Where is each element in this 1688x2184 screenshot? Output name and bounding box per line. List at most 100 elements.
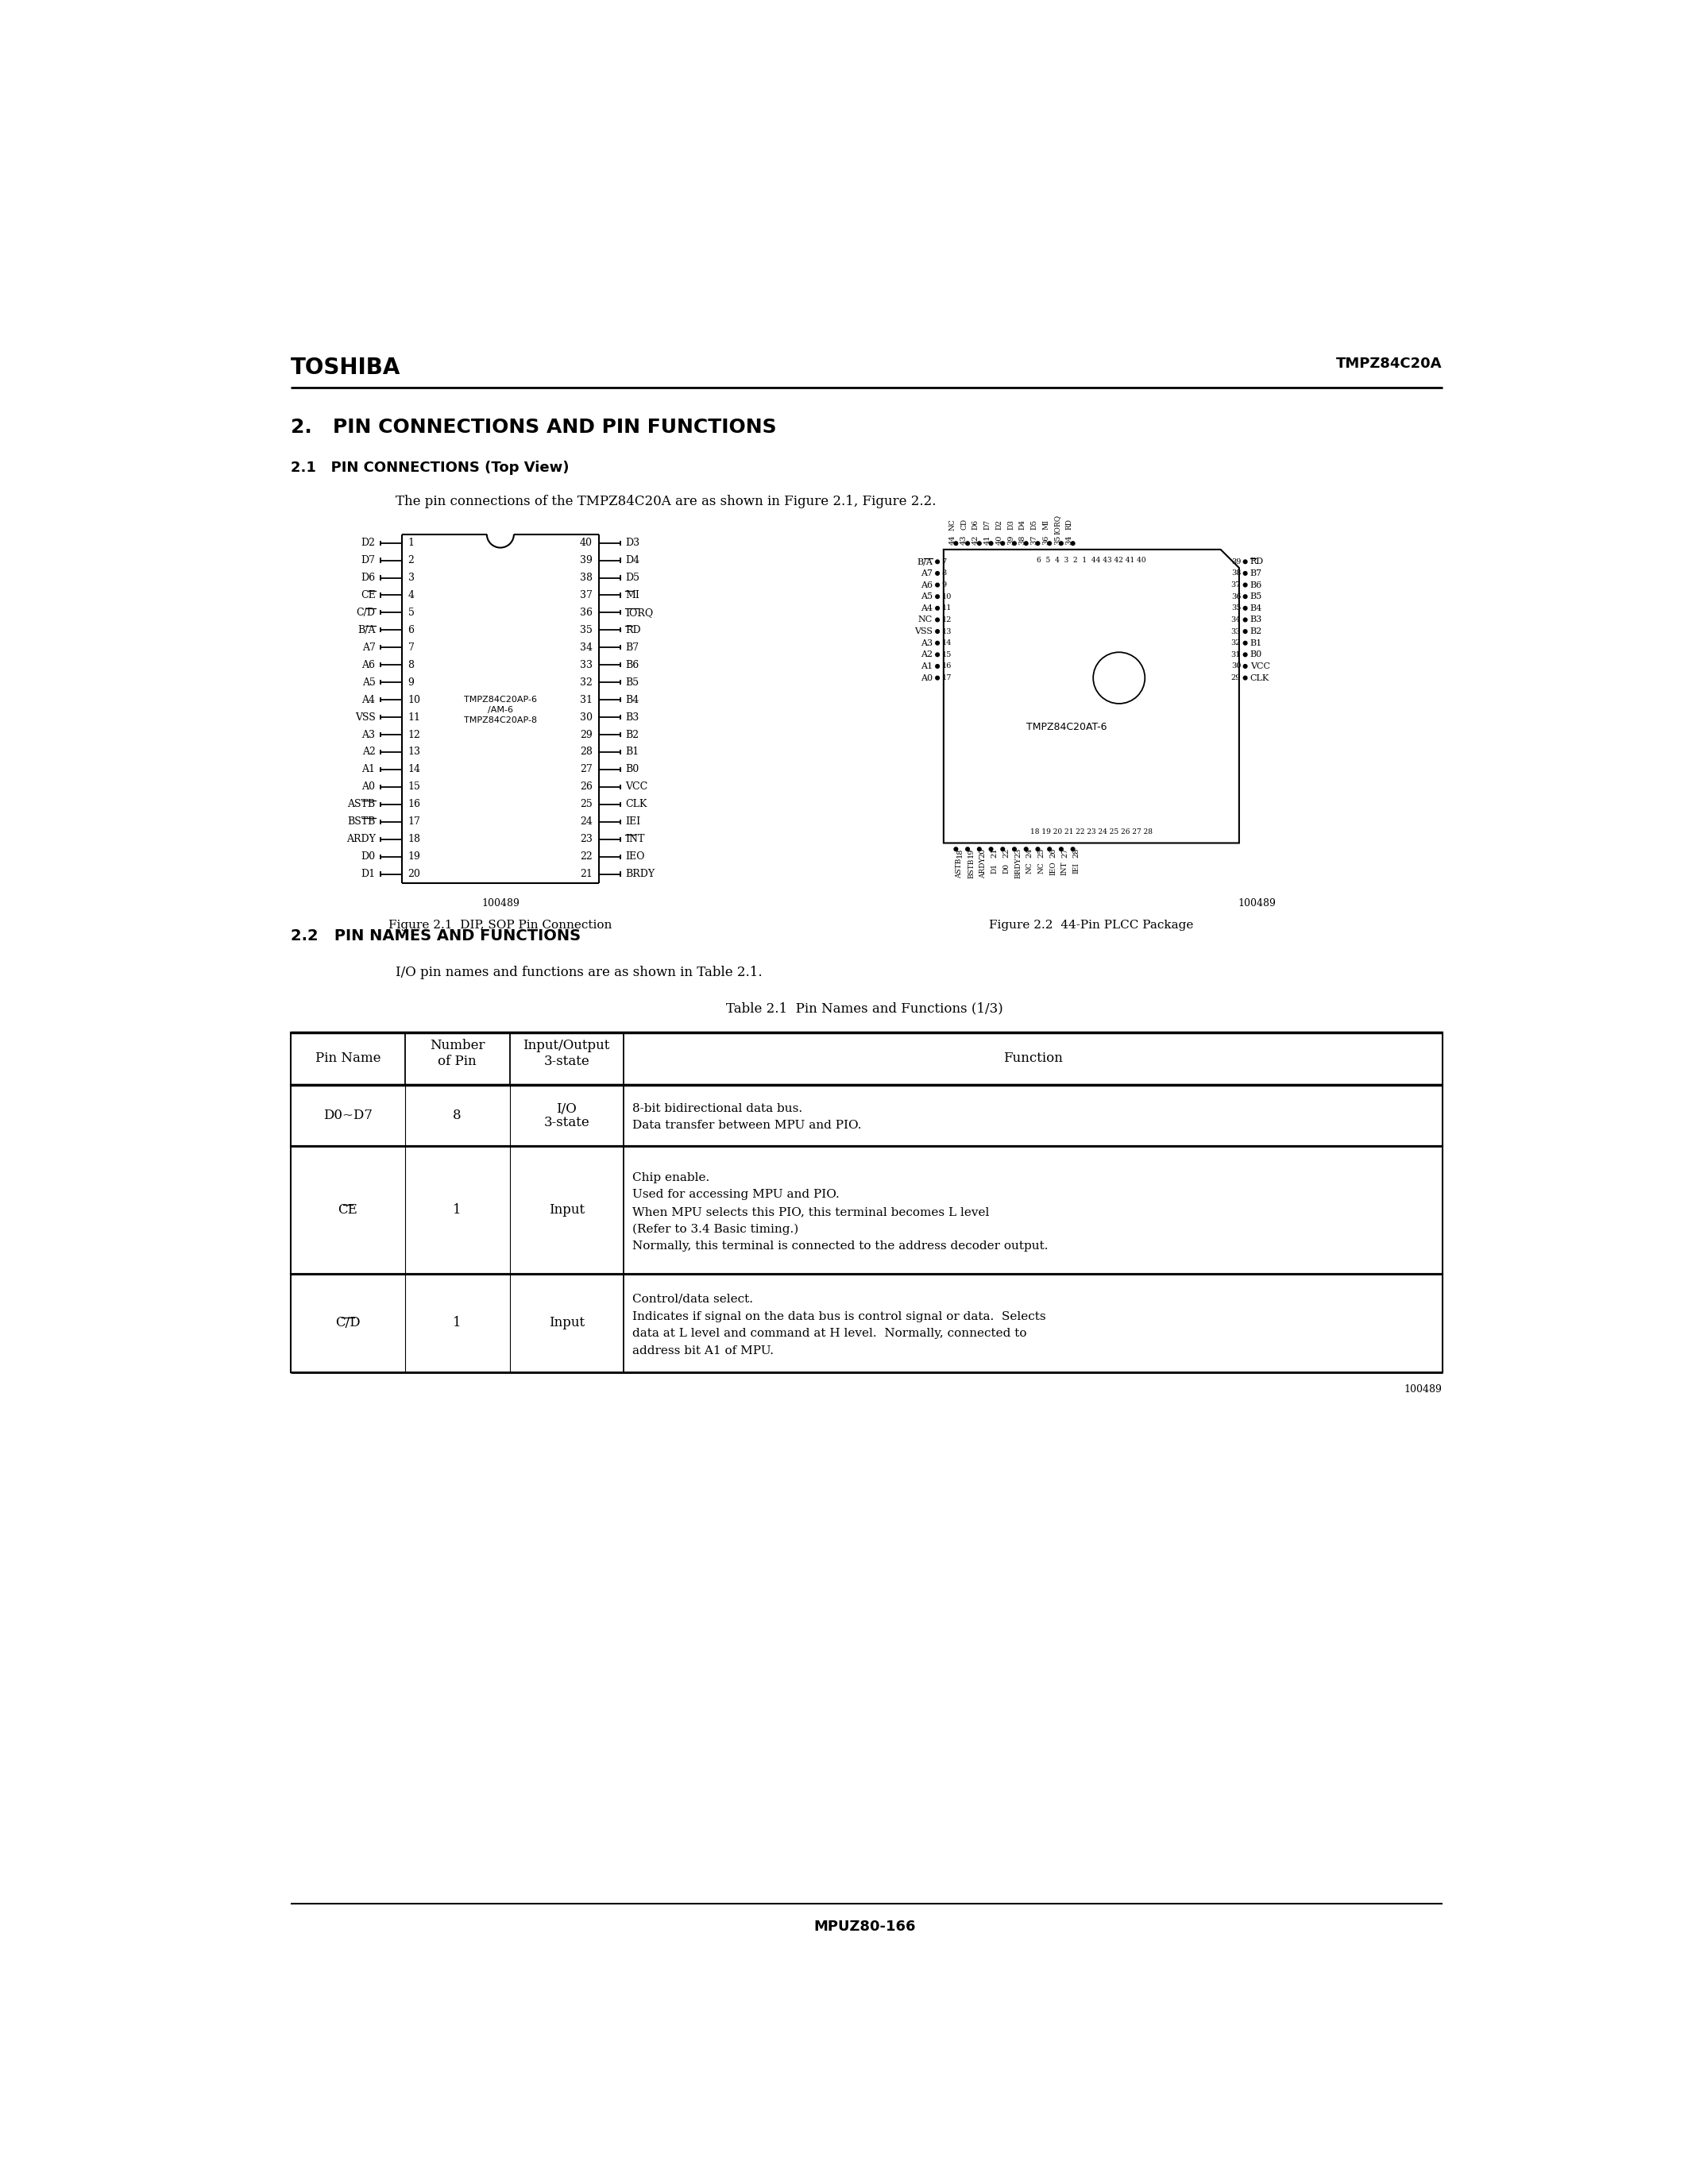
Text: 12: 12 — [408, 729, 420, 740]
Text: Function: Function — [1003, 1053, 1063, 1066]
Circle shape — [1025, 542, 1028, 546]
Text: 11: 11 — [942, 605, 952, 612]
Circle shape — [966, 847, 969, 852]
Text: IEO: IEO — [1050, 860, 1057, 876]
Text: 39: 39 — [1008, 535, 1014, 544]
Circle shape — [935, 559, 939, 563]
Circle shape — [935, 607, 939, 609]
Text: 9: 9 — [942, 581, 947, 587]
Text: 7: 7 — [408, 642, 414, 653]
Text: A7: A7 — [920, 570, 932, 577]
Text: data at L level and command at H level.  Normally, connected to: data at L level and command at H level. … — [633, 1328, 1026, 1339]
Text: C/D: C/D — [336, 1317, 361, 1330]
Text: VSS: VSS — [915, 627, 932, 636]
Text: 13: 13 — [408, 747, 420, 758]
Circle shape — [1048, 847, 1052, 852]
Text: 32: 32 — [581, 677, 592, 688]
Text: A7: A7 — [361, 642, 375, 653]
Text: D3: D3 — [625, 537, 640, 548]
Text: CD: CD — [960, 520, 967, 531]
Text: B6: B6 — [625, 660, 640, 670]
Text: I/O pin names and functions are as shown in Table 2.1.: I/O pin names and functions are as shown… — [395, 965, 763, 978]
Circle shape — [935, 629, 939, 633]
Text: 36: 36 — [1231, 594, 1241, 601]
Text: 24: 24 — [581, 817, 592, 828]
Polygon shape — [944, 550, 1239, 843]
Text: /AM-6: /AM-6 — [488, 705, 513, 714]
Text: 17: 17 — [408, 817, 420, 828]
Text: Indicates if signal on the data bus is control signal or data.  Selects: Indicates if signal on the data bus is c… — [633, 1310, 1047, 1321]
Text: 31: 31 — [581, 695, 592, 705]
Text: 28: 28 — [581, 747, 592, 758]
Text: 12: 12 — [942, 616, 952, 622]
Text: 2.   PIN CONNECTIONS AND PIN FUNCTIONS: 2. PIN CONNECTIONS AND PIN FUNCTIONS — [290, 417, 776, 437]
Text: 42: 42 — [972, 535, 979, 544]
Text: D3: D3 — [1008, 520, 1014, 529]
Text: 29: 29 — [1231, 675, 1241, 681]
Text: CLK: CLK — [1251, 675, 1269, 681]
Circle shape — [1244, 642, 1247, 644]
Text: 33: 33 — [581, 660, 592, 670]
Text: A3: A3 — [361, 729, 375, 740]
Circle shape — [989, 847, 993, 852]
Text: A0: A0 — [920, 675, 932, 681]
Text: 31: 31 — [1231, 651, 1241, 657]
Text: 100489: 100489 — [1237, 898, 1276, 909]
Circle shape — [935, 642, 939, 644]
Text: A3: A3 — [920, 640, 932, 646]
Text: B4: B4 — [625, 695, 640, 705]
Text: Number
of Pin: Number of Pin — [430, 1040, 484, 1068]
Circle shape — [1060, 847, 1063, 852]
Text: B1: B1 — [625, 747, 640, 758]
Text: 16: 16 — [408, 799, 420, 810]
Text: B/A: B/A — [358, 625, 375, 636]
Text: 19: 19 — [967, 847, 974, 858]
Text: 8: 8 — [942, 570, 947, 577]
Text: Used for accessing MPU and PIO.: Used for accessing MPU and PIO. — [633, 1188, 841, 1201]
Text: 22: 22 — [581, 852, 592, 863]
Text: IEO: IEO — [625, 852, 645, 863]
Text: 10: 10 — [408, 695, 420, 705]
Circle shape — [1060, 542, 1063, 546]
Text: D7: D7 — [361, 555, 375, 566]
Text: 1: 1 — [452, 1203, 461, 1216]
Text: 18: 18 — [955, 847, 964, 858]
Text: RD: RD — [625, 625, 641, 636]
Circle shape — [1244, 583, 1247, 587]
Text: 38: 38 — [1020, 535, 1026, 544]
Circle shape — [966, 542, 969, 546]
Text: A1: A1 — [920, 662, 932, 670]
Text: A0: A0 — [361, 782, 375, 793]
Text: 14: 14 — [408, 764, 420, 775]
Text: 5: 5 — [408, 607, 414, 618]
Circle shape — [1048, 542, 1052, 546]
Text: 43: 43 — [960, 535, 967, 544]
Text: TMPZ84C20AT-6: TMPZ84C20AT-6 — [1026, 721, 1107, 732]
Text: 37: 37 — [581, 590, 592, 601]
Text: B0: B0 — [625, 764, 640, 775]
Circle shape — [1001, 542, 1004, 546]
Text: Chip enable.: Chip enable. — [633, 1173, 711, 1184]
Text: 30: 30 — [581, 712, 592, 723]
Text: 22: 22 — [1003, 847, 1009, 858]
Text: 44: 44 — [949, 535, 955, 544]
Text: 6  5  4  3  2  1  44 43 42 41 40: 6 5 4 3 2 1 44 43 42 41 40 — [1036, 557, 1146, 563]
Circle shape — [954, 847, 957, 852]
Text: D5: D5 — [1031, 520, 1038, 531]
Text: 8: 8 — [452, 1109, 461, 1123]
Text: 9: 9 — [408, 677, 414, 688]
Bar — [290, 1147, 1442, 1273]
Text: 41: 41 — [984, 535, 991, 544]
Text: BSTB: BSTB — [967, 858, 974, 878]
Text: Normally, this terminal is connected to the address decoder output.: Normally, this terminal is connected to … — [633, 1241, 1048, 1251]
Text: 32: 32 — [1231, 640, 1241, 646]
Text: B7: B7 — [625, 642, 640, 653]
Text: 15: 15 — [942, 651, 952, 657]
Text: 25: 25 — [1038, 847, 1045, 858]
Text: 100489: 100489 — [1404, 1385, 1442, 1396]
Text: 2: 2 — [408, 555, 414, 566]
Text: BSTB: BSTB — [348, 817, 375, 828]
Text: Figure 2.2  44-Pin PLCC Package: Figure 2.2 44-Pin PLCC Package — [989, 919, 1193, 930]
Text: A6: A6 — [920, 581, 932, 590]
Text: B/A: B/A — [917, 557, 932, 566]
